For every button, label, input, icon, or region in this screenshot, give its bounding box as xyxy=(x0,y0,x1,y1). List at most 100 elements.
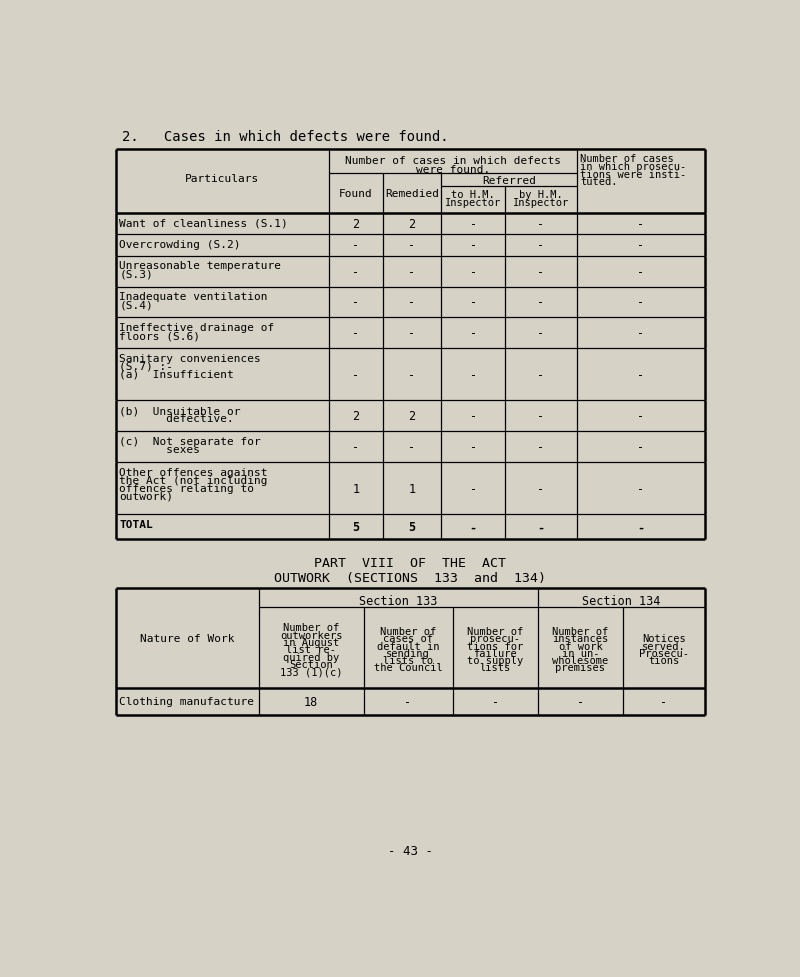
Text: Unreasonable temperature: Unreasonable temperature xyxy=(119,261,282,271)
Text: instances: instances xyxy=(552,633,609,644)
Text: Section 133: Section 133 xyxy=(359,594,438,607)
Text: tions: tions xyxy=(648,656,679,665)
Text: -: - xyxy=(352,327,359,340)
Text: (S.3): (S.3) xyxy=(119,269,153,279)
Text: OUTWORK  (SECTIONS  133  and  134): OUTWORK (SECTIONS 133 and 134) xyxy=(274,572,546,585)
Text: -: - xyxy=(637,266,644,278)
Text: floors (S.6): floors (S.6) xyxy=(119,330,200,341)
Text: Notices: Notices xyxy=(642,633,686,644)
Text: Other offences against: Other offences against xyxy=(119,467,268,477)
Text: cases of: cases of xyxy=(383,633,433,644)
Text: lists: lists xyxy=(480,662,511,673)
Text: 5: 5 xyxy=(408,521,415,533)
Text: -: - xyxy=(538,266,545,278)
Text: Found: Found xyxy=(339,189,373,198)
Text: -: - xyxy=(470,239,477,252)
Text: to supply: to supply xyxy=(467,656,523,665)
Text: offences relating to: offences relating to xyxy=(119,484,254,493)
Text: wholesome: wholesome xyxy=(552,656,609,665)
Text: -: - xyxy=(408,327,415,340)
Text: -: - xyxy=(538,368,545,381)
Text: Particulars: Particulars xyxy=(185,174,259,184)
Text: tuted.: tuted. xyxy=(581,177,618,188)
Text: to H.M.: to H.M. xyxy=(451,190,495,199)
Text: in un-: in un- xyxy=(562,648,599,658)
Text: -: - xyxy=(538,441,545,453)
Text: (c)  Not separate for: (c) Not separate for xyxy=(119,437,261,446)
Text: 2: 2 xyxy=(408,410,415,423)
Text: failure: failure xyxy=(474,648,517,658)
Text: in August: in August xyxy=(283,637,339,647)
Text: -: - xyxy=(637,521,644,533)
Text: Referred: Referred xyxy=(482,176,536,186)
Text: 5: 5 xyxy=(352,521,359,533)
Text: Remedied: Remedied xyxy=(385,189,439,198)
Text: -: - xyxy=(408,239,415,252)
Text: -: - xyxy=(538,483,545,495)
Text: -: - xyxy=(637,296,644,309)
Text: -: - xyxy=(637,327,644,340)
Text: 2: 2 xyxy=(352,218,359,231)
Text: -: - xyxy=(470,327,477,340)
Text: -: - xyxy=(470,410,477,423)
Text: -: - xyxy=(637,441,644,453)
Text: -: - xyxy=(470,218,477,231)
Text: -: - xyxy=(352,368,359,381)
Text: -: - xyxy=(538,521,545,533)
Text: 18: 18 xyxy=(304,695,318,708)
Text: -: - xyxy=(637,368,644,381)
Text: Ineffective drainage of: Ineffective drainage of xyxy=(119,322,274,332)
Text: Number of cases: Number of cases xyxy=(581,154,674,164)
Text: 2: 2 xyxy=(352,410,359,423)
Text: 133 (1)(c): 133 (1)(c) xyxy=(280,666,342,676)
Text: Sanitary conveniences: Sanitary conveniences xyxy=(119,354,261,363)
Text: - 43 -: - 43 - xyxy=(387,844,433,857)
Text: Number of: Number of xyxy=(467,626,523,636)
Text: 2: 2 xyxy=(408,218,415,231)
Text: were found.: were found. xyxy=(415,165,490,175)
Text: quired by: quired by xyxy=(283,652,339,661)
Text: the Council: the Council xyxy=(374,662,442,673)
Text: Inspector: Inspector xyxy=(513,198,569,208)
Text: outworkers: outworkers xyxy=(280,630,342,640)
Text: (b)  Unsuitable or: (b) Unsuitable or xyxy=(119,405,241,415)
Text: 1: 1 xyxy=(352,483,359,495)
Text: sending: sending xyxy=(386,648,430,658)
Text: -: - xyxy=(470,368,477,381)
Text: -: - xyxy=(470,441,477,453)
Text: -: - xyxy=(408,368,415,381)
Text: -: - xyxy=(470,483,477,495)
Text: Section 134: Section 134 xyxy=(582,594,660,607)
Text: -: - xyxy=(408,266,415,278)
Text: -: - xyxy=(660,695,667,708)
Text: (a)  Insufficient: (a) Insufficient xyxy=(119,369,234,379)
Text: 1: 1 xyxy=(408,483,415,495)
Text: -: - xyxy=(470,266,477,278)
Text: Number of cases in which defects: Number of cases in which defects xyxy=(345,155,561,166)
Text: -: - xyxy=(492,695,499,708)
Text: -: - xyxy=(470,296,477,309)
Text: PART  VIII  OF  THE  ACT: PART VIII OF THE ACT xyxy=(314,557,506,570)
Text: Section: Section xyxy=(290,659,333,669)
Text: Inspector: Inspector xyxy=(445,198,502,208)
Text: Number of: Number of xyxy=(552,626,609,636)
Text: -: - xyxy=(352,296,359,309)
Text: tions for: tions for xyxy=(467,641,523,651)
Text: premises: premises xyxy=(555,662,606,673)
Text: -: - xyxy=(352,239,359,252)
Text: -: - xyxy=(408,296,415,309)
Text: -: - xyxy=(538,327,545,340)
Text: by H.M.: by H.M. xyxy=(519,190,563,199)
Text: Number of: Number of xyxy=(380,626,436,636)
Text: Prosecu-: Prosecu- xyxy=(639,648,689,658)
Text: lists to: lists to xyxy=(383,656,433,665)
Text: (S.7) :-: (S.7) :- xyxy=(119,361,174,371)
Text: outwork): outwork) xyxy=(119,491,174,501)
Text: -: - xyxy=(408,441,415,453)
Text: -: - xyxy=(538,239,545,252)
Text: prosecu-: prosecu- xyxy=(470,633,520,644)
Text: Want of cleanliness (S.1): Want of cleanliness (S.1) xyxy=(119,218,288,228)
Text: -: - xyxy=(637,239,644,252)
Text: tions were insti-: tions were insti- xyxy=(581,170,686,180)
Text: -: - xyxy=(577,695,584,708)
